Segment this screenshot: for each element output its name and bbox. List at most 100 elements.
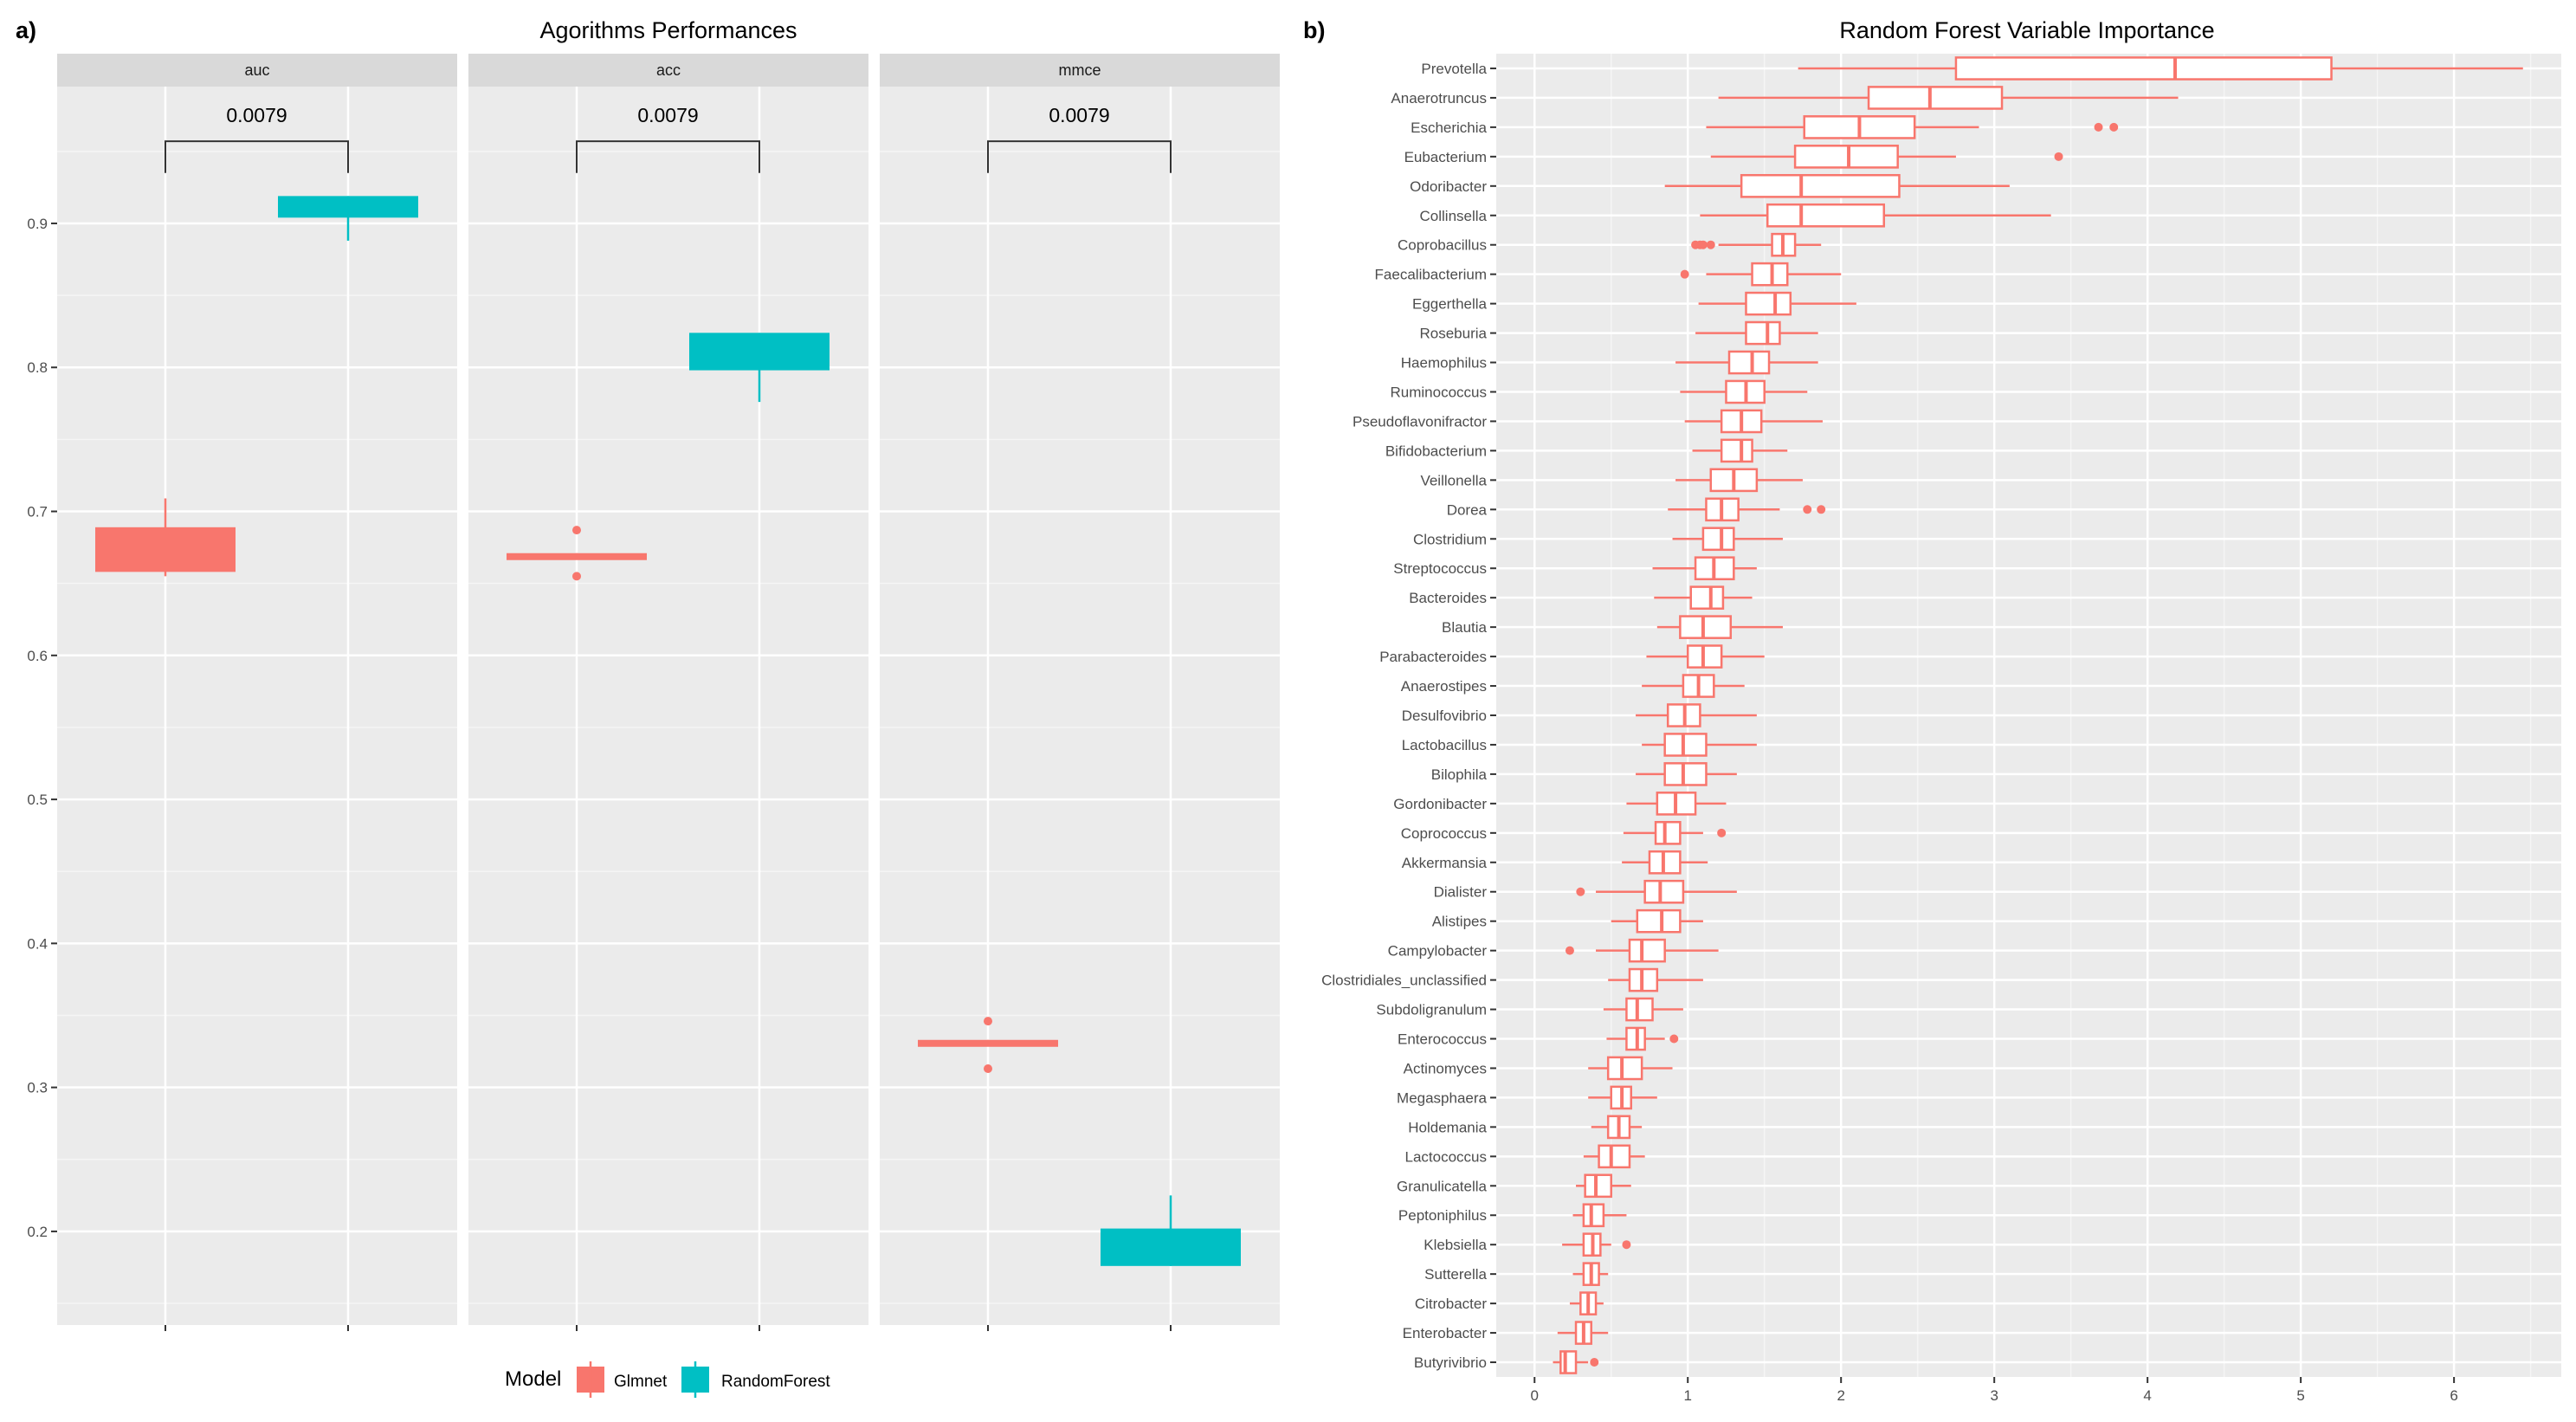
box-body [1679, 615, 1733, 639]
legend-entry-glmnet: Glmnet [577, 1361, 668, 1398]
box-row-enterobacter: Enterobacter [1403, 1321, 2561, 1345]
category-label: Citrobacter [1415, 1296, 1487, 1312]
box-row-parabacteroides: Parabacteroides [1379, 644, 2561, 669]
outlier-point [1803, 505, 1812, 514]
category-label: Desulfovibrio [1402, 708, 1487, 724]
box-row-clostridiales_unclassified: Clostridiales_unclassified [1321, 967, 2561, 992]
outlier-point [2054, 152, 2063, 161]
category-label: Coprococcus [1401, 825, 1487, 842]
box-row-veillonella: Veillonella [1420, 468, 2561, 493]
outlier-point [1622, 1240, 1631, 1250]
algorithm-performance-chart: 0.2 0.3 0.4 0.5 0.6 0.7 0.8 0.9 auc 0.0079 acc 0.00… [27, 54, 1280, 1331]
category-label: Alistipes [1432, 914, 1487, 930]
box-row-ruminococcus: Ruminococcus [1391, 379, 2561, 404]
box-body [1628, 938, 1666, 963]
x-tick-label: 3 [1990, 1387, 1998, 1404]
x-tick-label: 2 [1837, 1387, 1844, 1404]
category-label: Peptoniphilus [1398, 1207, 1487, 1224]
box-body [1766, 203, 1886, 228]
box-row-bacteroides: Bacteroides [1409, 585, 2561, 610]
category-label: Subdoligranulum [1376, 1002, 1487, 1018]
facet-strip [880, 54, 1280, 87]
box-row-peptoniphilus: Peptoniphilus [1398, 1203, 2561, 1228]
box-row-lactobacillus: Lactobacillus [1402, 733, 2561, 757]
x-tick-label: 1 [1683, 1387, 1691, 1404]
category-label: Collinsella [1420, 208, 1488, 224]
significance-bracket [576, 140, 760, 173]
category-label: Eggerthella [1412, 296, 1488, 313]
box-acc-randomforest [689, 333, 830, 403]
category-label: Dorea [1447, 501, 1488, 518]
outlier-point [1817, 505, 1826, 514]
box-body [1689, 585, 1725, 610]
outlier-point [1565, 946, 1574, 955]
box-row-streptococcus: Streptococcus [1393, 556, 2561, 581]
box-body [1625, 997, 1654, 1022]
box-row-odoribacter: Odoribacter [1410, 173, 2561, 198]
legend: Model Glmnet RandomForest [505, 1361, 830, 1398]
category-label: Bacteroides [1409, 590, 1487, 606]
outlier-point [1698, 240, 1708, 249]
outlier-point [1680, 269, 1689, 279]
box-body [1663, 762, 1708, 786]
box-body [1793, 145, 1899, 169]
box-row-eubacterium: Eubacterium [1404, 145, 2561, 169]
outlier-point [1576, 887, 1585, 896]
box-row-megasphaera: Megasphaera [1397, 1085, 2561, 1110]
box-body [1636, 908, 1682, 934]
outlier-point [984, 1017, 992, 1026]
category-label: Bilophila [1431, 766, 1488, 783]
x-tick-label: 0 [1531, 1387, 1539, 1404]
box-auc-randomforest [278, 196, 418, 241]
box-body [1751, 262, 1789, 287]
box-row-bifidobacterium: Bifidobacterium [1385, 438, 2561, 463]
outlier-point [1706, 240, 1715, 249]
category-label: Butyrivibrio [1414, 1354, 1487, 1371]
category-label: Megasphaera [1397, 1089, 1488, 1106]
box-row-coprobacillus: Coprobacillus [1398, 232, 2561, 257]
box-body [1727, 350, 1771, 375]
box-row-citrobacter: Citrobacter [1415, 1291, 2561, 1315]
box-row-klebsiella: Klebsiella [1424, 1232, 2561, 1257]
y-tick-label: 0.3 [27, 1080, 48, 1096]
box-row-gordonibacter: Gordonibacter [1393, 792, 2561, 816]
box-acc-glmnet [507, 526, 647, 581]
box-row-sutterella: Sutterella [1424, 1262, 2561, 1286]
box-row-bilophila: Bilophila [1431, 762, 2561, 786]
legend-entry-randomforest: RandomForest [681, 1361, 830, 1398]
box-body [1867, 86, 2004, 110]
y-tick-label: 0.8 [27, 359, 48, 376]
category-label: Sutterella [1424, 1266, 1487, 1283]
category-label: Lactococcus [1405, 1148, 1488, 1165]
box-row-alistipes: Alistipes [1432, 908, 2561, 934]
box-mmce-randomforest [1101, 1195, 1241, 1266]
box-body [918, 1039, 1058, 1047]
box-body [278, 196, 418, 218]
facet-panel-background [880, 87, 1280, 1325]
facet-mmce: mmce 0.0079 [880, 54, 1280, 1331]
category-label: Veillonella [1420, 472, 1487, 488]
category-label: Campylobacter [1388, 943, 1488, 960]
box-body [1584, 1173, 1612, 1199]
box-body [1745, 291, 1792, 316]
box-body [1598, 1144, 1631, 1169]
box-row-faecalibacterium: Faecalibacterium [1375, 262, 2561, 287]
category-label: Gordonibacter [1393, 796, 1487, 812]
category-label: Actinomyces [1404, 1060, 1487, 1076]
category-label: Anaerotruncus [1391, 90, 1487, 107]
p-value-label: 0.0079 [637, 104, 698, 126]
category-label: Roseburia [1420, 326, 1488, 342]
category-label: Haemophilus [1401, 355, 1487, 372]
box-row-lactococcus: Lactococcus [1405, 1144, 2561, 1169]
y-tick-label: 0.6 [27, 648, 48, 664]
panel-b-title: Random Forest Variable Importance [1839, 17, 2214, 43]
category-label: Clostridiales_unclassified [1321, 973, 1487, 989]
box-row-roseburia: Roseburia [1420, 320, 2561, 346]
x-tick-label: 5 [2296, 1387, 2304, 1404]
box-row-campylobacter: Campylobacter [1388, 938, 2561, 963]
box-body [1745, 320, 1781, 346]
category-label: Holdemania [1408, 1119, 1487, 1135]
box-row-dorea: Dorea [1447, 497, 2561, 522]
panel-a-title: Agorithms Performances [539, 17, 797, 43]
box-row-desulfovibrio: Desulfovibrio [1402, 703, 2561, 727]
